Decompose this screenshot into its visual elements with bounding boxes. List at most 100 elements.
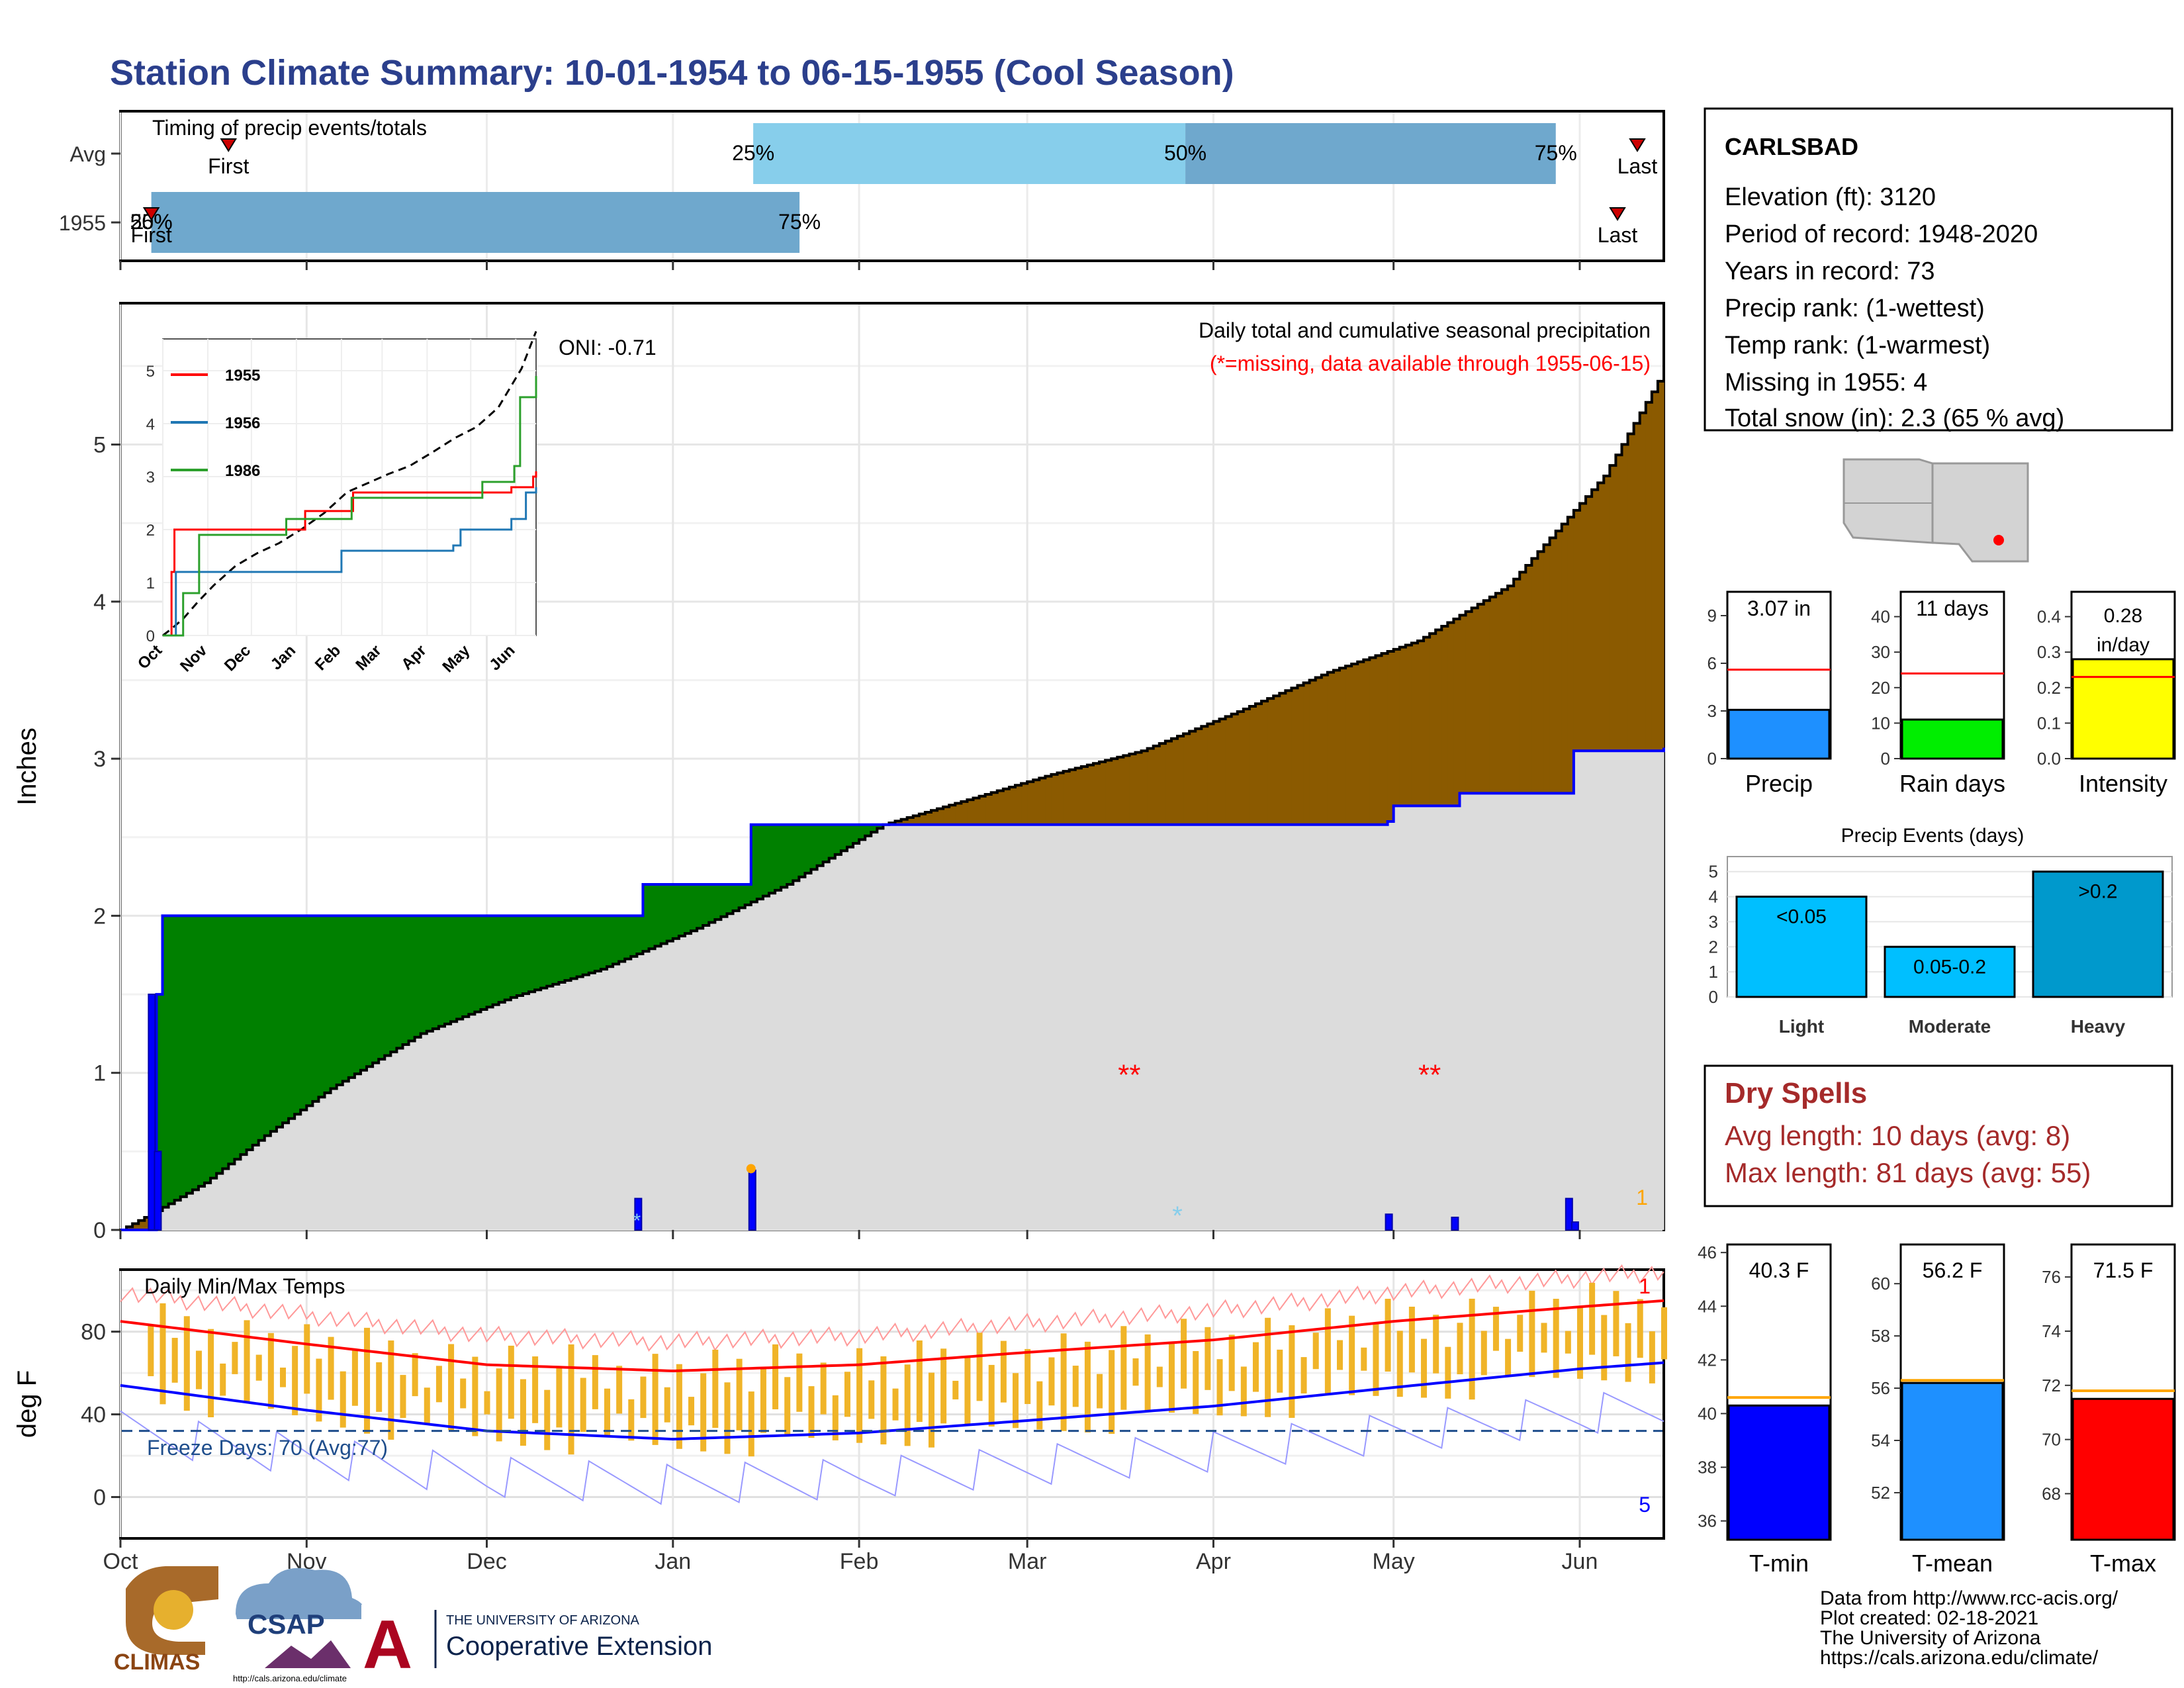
- avg-fill: [516, 995, 523, 1230]
- deficit-fill: [1117, 757, 1124, 825]
- deficit-fill: [1483, 600, 1490, 794]
- avg-fill: [1183, 824, 1190, 1230]
- surplus-fill: [678, 884, 686, 936]
- month-tick-label: Oct: [103, 1549, 138, 1574]
- csap-wordmark: CSAP: [248, 1609, 325, 1640]
- deficit-fill: [1093, 763, 1100, 825]
- deficit-fill: [1309, 680, 1316, 825]
- deficit-fill: [1399, 647, 1406, 806]
- precip-events-chart: Precip Events (days) 0 1 2 3 4 5 <0.05 Light 0.0…: [1709, 825, 2173, 1037]
- daily-temp-bar: [1181, 1319, 1187, 1389]
- month-tick-label: Mar: [1008, 1549, 1047, 1574]
- surplus-fill: [691, 884, 698, 931]
- avg-fill: [973, 824, 980, 1230]
- daily-temp-bar: [1300, 1357, 1307, 1394]
- daily-temp-bar: [952, 1380, 959, 1400]
- avg-fill: [504, 1000, 512, 1230]
- surplus-fill: [715, 884, 721, 920]
- avg-fill: [426, 1031, 433, 1230]
- deficit-fill: [132, 1223, 139, 1230]
- summary-y-tick: 9: [1707, 606, 1717, 626]
- avg-fill: [793, 880, 799, 1230]
- events-y-tick: 0: [1709, 987, 1718, 1007]
- summary-value: 0.28: [2104, 605, 2142, 627]
- avg-fill: [1579, 751, 1586, 1230]
- surplus-fill: [535, 915, 541, 990]
- temp-summary-y-tick: 70: [2042, 1430, 2061, 1450]
- surplus-fill: [672, 884, 680, 939]
- daily-temp-bar: [255, 1354, 262, 1381]
- avg-fill: [643, 951, 650, 1230]
- avg-fill: [1075, 824, 1082, 1230]
- surplus-fill: [751, 824, 758, 902]
- temp-summary-y-tick: 58: [1871, 1326, 1890, 1346]
- avg-fill: [541, 988, 547, 1230]
- events-y-tick: 3: [1709, 912, 1718, 931]
- avg-fill: [1411, 806, 1418, 1230]
- avg-fill: [396, 1048, 404, 1230]
- q50-label: 50%: [1164, 141, 1206, 165]
- daily-precip-bar: [1565, 1197, 1573, 1231]
- avg-fill: [895, 824, 902, 1230]
- station-line: Period of record: 1948-2020: [1725, 220, 2038, 248]
- deficit-fill: [1405, 645, 1412, 806]
- daily-temp-bar: [340, 1371, 346, 1428]
- daily-precip-bar: [748, 1169, 756, 1231]
- avg-fill: [318, 1097, 326, 1230]
- surplus-fill: [697, 884, 704, 929]
- quartile-bar-25-50: [753, 123, 1186, 184]
- surplus-fill: [649, 884, 656, 949]
- deficit-fill: [931, 810, 938, 825]
- surplus-fill: [739, 884, 746, 908]
- avg-fill: [1393, 806, 1400, 1230]
- surplus-fill: [504, 915, 512, 1000]
- avg-fill: [697, 928, 704, 1230]
- deficit-fill: [1387, 651, 1394, 822]
- avg-fill: [1375, 824, 1383, 1230]
- avg-fill: [510, 997, 518, 1230]
- inset-legend-label: 1955: [225, 367, 260, 385]
- daily-temp-bar: [388, 1340, 394, 1440]
- deficit-fill: [1219, 719, 1226, 825]
- avg-fill: [588, 972, 596, 1230]
- deficit-fill: [1333, 670, 1340, 825]
- record-max-line: [120, 1264, 1664, 1352]
- inset-y-tick: 0: [146, 628, 155, 645]
- deficit-fill: [907, 818, 914, 825]
- surplus-fill: [289, 915, 295, 1119]
- temp-summary-label: T-mean: [1912, 1550, 1993, 1577]
- surplus-fill: [360, 915, 367, 1070]
- surplus-fill: [709, 884, 715, 923]
- avg-fill: [1009, 824, 1016, 1230]
- month-tick-label: Feb: [840, 1549, 879, 1574]
- avg-fill: [672, 938, 680, 1230]
- temp-summary-y-tick: 54: [1871, 1430, 1890, 1450]
- month-tick-label: Dec: [467, 1549, 506, 1574]
- inset-legend-label: 1956: [225, 414, 260, 432]
- avg-fill: [955, 824, 962, 1230]
- surplus-fill: [823, 824, 830, 863]
- deficit-fill: [1327, 672, 1334, 825]
- deficit-fill: [1231, 714, 1238, 825]
- avg-fill: [1081, 824, 1088, 1230]
- avg-fill: [1327, 824, 1334, 1230]
- daily-precip-bar: [1451, 1217, 1459, 1231]
- daily-temp-bar: [748, 1391, 754, 1457]
- daily-temp-bar: [1252, 1342, 1259, 1392]
- missing-marker-icon: **: [1118, 1059, 1140, 1092]
- daily-temp-bar: [724, 1382, 731, 1454]
- avg-fill: [1543, 793, 1551, 1230]
- avg-fill: [1435, 806, 1442, 1230]
- avg-fill: [1520, 793, 1526, 1230]
- deficit-fill: [1213, 721, 1220, 825]
- deficit-fill: [985, 794, 992, 825]
- daily-temp-bar: [1000, 1340, 1007, 1403]
- quartile-bar-50-75: [151, 192, 800, 253]
- avg-fill: [300, 1109, 307, 1230]
- missing-note: (*=missing, data available through 1955-…: [1210, 352, 1651, 375]
- avg-cumulative-line: [120, 371, 1665, 1231]
- daily-temp-bar: [832, 1395, 839, 1440]
- event-marker-icon: [746, 1164, 756, 1174]
- daily-temp-bar: [568, 1344, 574, 1455]
- deficit-fill: [1297, 685, 1304, 825]
